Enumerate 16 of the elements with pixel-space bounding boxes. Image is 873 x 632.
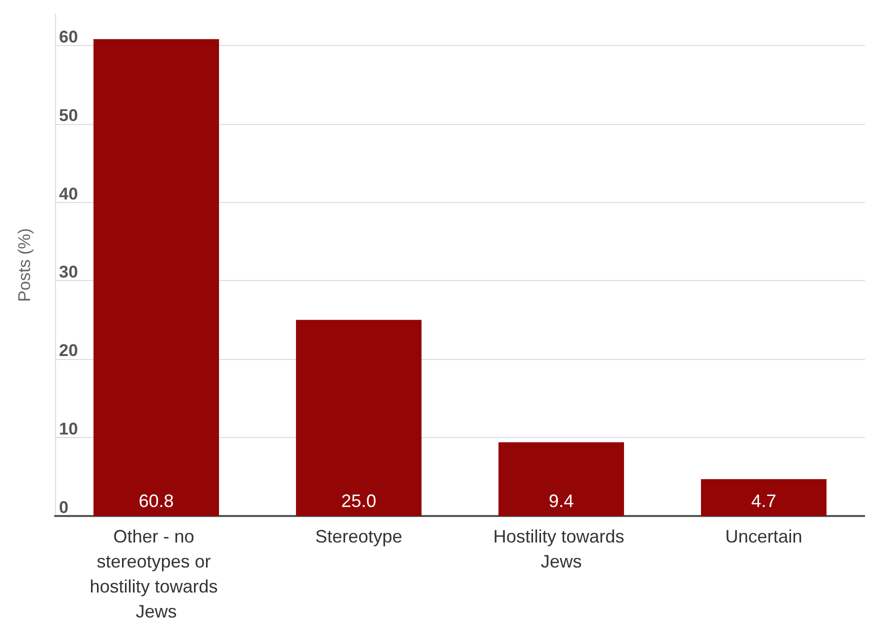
- x-tick-label: Hostility towards Jews: [493, 526, 630, 572]
- data-label: 60.8: [138, 491, 174, 511]
- data-label: 25.0: [341, 491, 376, 511]
- y-tick-label: 20: [59, 341, 78, 360]
- y-tick-label: 30: [59, 262, 78, 282]
- data-label: 9.4: [548, 491, 574, 511]
- y-tick-label: 50: [59, 106, 78, 125]
- y-axis-title: Posts (%): [15, 228, 34, 302]
- y-tick-label: 60: [59, 27, 78, 46]
- x-tick-label: Stereotype: [315, 526, 402, 546]
- y-tick-label: 0: [59, 498, 68, 517]
- x-tick-label: Uncertain: [725, 526, 802, 546]
- y-tick-label: 40: [59, 184, 78, 204]
- y-tick-label: 10: [59, 420, 78, 439]
- x-tick-label: Other - no stereotypes or hostility towards Jews: [90, 526, 223, 622]
- data-label: 4.7: [751, 491, 776, 511]
